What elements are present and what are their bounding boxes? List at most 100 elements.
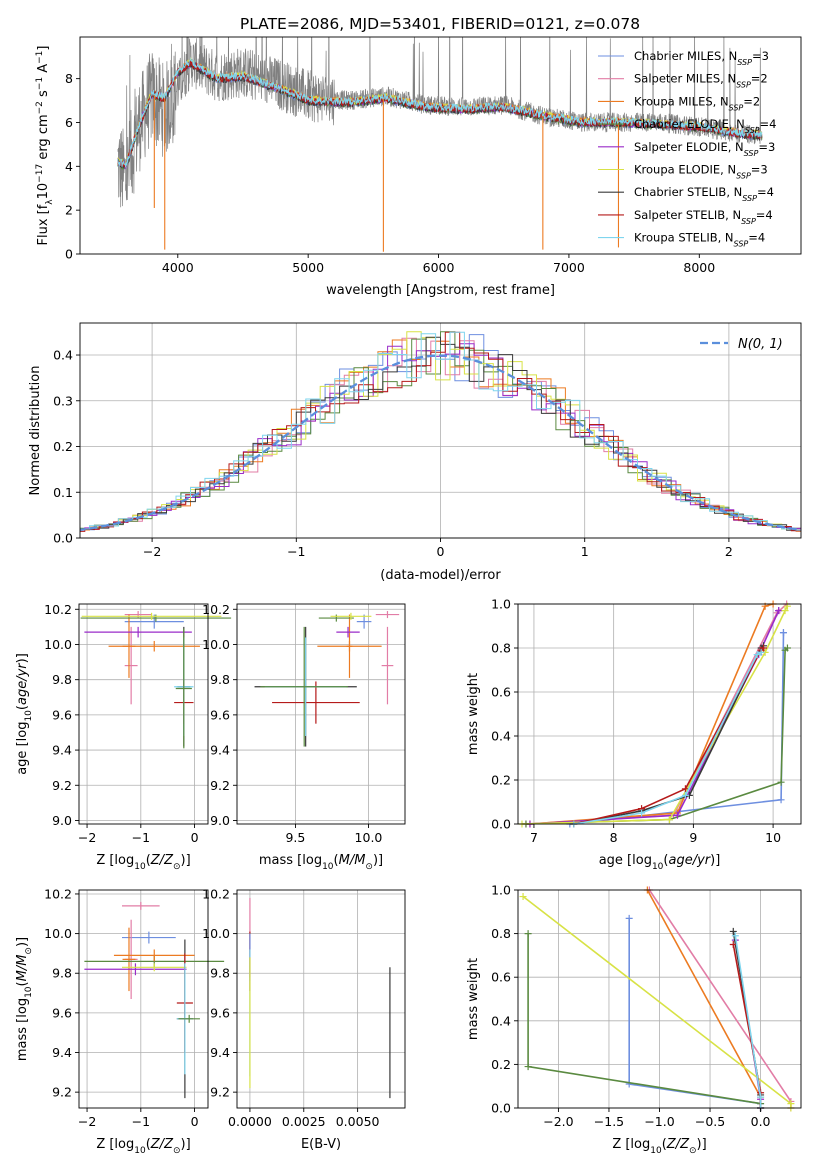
cumulative-weight-marker (781, 607, 789, 615)
cumulative-weight-marker (729, 941, 737, 948)
y-tick-label: 9.6 (52, 707, 72, 722)
x-tick-label: −1.5 (594, 1114, 624, 1129)
label-part: age [log (15, 722, 30, 775)
label-part: Z/Z (150, 1137, 174, 1152)
label-part: ⊙ (365, 862, 373, 872)
legend-label-sub: SSP (741, 216, 756, 225)
y-tick-label: 9.4 (52, 743, 72, 758)
x-tick-label: 0.0050 (336, 1114, 380, 1129)
x-tick-label: −1.0 (644, 1114, 674, 1129)
cumulative-weight-marker (681, 791, 689, 799)
legend-label-count: =3 (751, 163, 768, 177)
y-tick-label: 9.6 (210, 1005, 230, 1020)
label-part: mass [log (259, 853, 322, 868)
y-tick-label: 8 (65, 71, 73, 86)
label-part: ⊙ (24, 947, 34, 955)
y-tick-label: 0.4 (491, 729, 511, 744)
legend-label-sub: SSP (729, 103, 744, 112)
label-part: 10 (322, 862, 334, 872)
y-tick-label: 1.0 (491, 597, 511, 612)
legend-label: Kroupa STELIB, NSSP=4 (634, 231, 765, 249)
label-part: −1 (35, 51, 45, 64)
label-part: )] (373, 853, 383, 868)
legend-label: Kroupa ELODIE, NSSP=3 (634, 163, 768, 181)
y-tick-label: 9.4 (52, 1045, 72, 1060)
legend-label-name: Kroupa STELIB, N (634, 231, 734, 245)
y-tick-label: 0.2 (491, 1057, 511, 1072)
y-tick-label: 9.8 (52, 966, 72, 981)
x-tick-label: 7 (530, 830, 538, 845)
legend-label-name: Salpeter ELODIE, N (634, 140, 744, 154)
y-tick-label: 9.8 (210, 966, 230, 981)
cumulative-weight-marker (729, 927, 737, 935)
cumulative-weight-marker (779, 629, 787, 637)
legend-label-sub: SSP (736, 171, 751, 180)
label-part: age/yr (668, 853, 711, 868)
spectrum-panel: 4000 5000 6000 7000 8000 0 2 4 6 8 wavelength [Ang… (35, 36, 802, 298)
y-tick-label: 9.2 (210, 1085, 230, 1100)
x-tick-label: 4000 (162, 260, 194, 275)
cumulative-weight-marker (777, 796, 785, 804)
cumulative-weight-marker (665, 816, 673, 824)
label-part: s (36, 90, 51, 101)
axes-frame (78, 603, 209, 825)
cumulative-weight-marker (760, 644, 768, 652)
label-part: Z/Z (666, 1137, 690, 1152)
x-axis-label: Z [log10(Z/Z⊙)] (612, 1137, 706, 1156)
y-tick-label: 0.0 (53, 531, 73, 546)
figure-title: PLATE=2086, MJD=53401, FIBERID=0121, z=0… (240, 15, 640, 33)
y-tick-label: 9.6 (52, 1005, 72, 1020)
label-part: Flux [f (36, 204, 51, 245)
y-tick-label: 6 (65, 115, 73, 130)
label-part: −2 (35, 101, 45, 114)
x-tick-label: 9 (689, 830, 697, 845)
legend-label-name: Salpeter MILES, N (634, 72, 736, 86)
x-tick-label: 5000 (292, 260, 324, 275)
legend-gaussian-label: N(0, 1) (738, 337, 783, 352)
legend-label: Chabrier STELIB, NSSP=4 (634, 185, 774, 203)
axes-frame (236, 603, 406, 825)
label-part: 10 (650, 1146, 662, 1156)
x-tick-label: −2 (78, 1114, 96, 1129)
y-tick-label: 9.6 (210, 707, 230, 722)
y-tick-label: 9.8 (52, 672, 72, 687)
age_vs_mass-panel: 9.5 10.0 9.0 9.2 9.4 9.6 9.8 10.0 10.2 mass [log1… (202, 602, 406, 872)
cumulative-weight-marker (783, 644, 791, 652)
gaussian-curve (80, 354, 801, 532)
cumulative-weight-marker (524, 930, 532, 938)
label-part: Z [log (612, 1137, 650, 1152)
y-tick-label: 0.0 (491, 1101, 511, 1116)
cumulative-weight-marker (775, 607, 783, 615)
x-tick-label: 10 (765, 830, 781, 845)
label-part: ( (662, 1137, 667, 1152)
y-tick-label: 9.0 (210, 813, 230, 828)
legend-label: Chabrier MILES, NSSP=3 (634, 49, 769, 67)
y-tick-label: 0.8 (491, 926, 511, 941)
cumulative-weight-marker (524, 1063, 532, 1071)
y-tick-label: 10.2 (202, 886, 230, 901)
cumulative-weight-marker (753, 651, 761, 659)
cumulative-weight-marker (625, 914, 633, 922)
y-axis-label: age [log10(age/yr)] (15, 653, 34, 775)
legend-label: Salpeter ELODIE, NSSP=3 (634, 140, 775, 158)
x-tick-label: −0.5 (695, 1114, 725, 1129)
y-tick-label: 0.2 (491, 773, 511, 788)
label-part: ( (15, 981, 30, 986)
label-part: 10 (134, 1146, 146, 1156)
x-axis-label: age [log10(age/yr)] (599, 853, 721, 872)
label-part: ( (146, 853, 151, 868)
legend-label-count: =2 (743, 94, 760, 108)
axes-frame (78, 889, 209, 1109)
y-tick-label: 10.0 (202, 926, 230, 941)
x-axis-label: wavelength [Angstrom, rest frame] (326, 283, 555, 298)
cumulative-weight-marker (519, 893, 527, 901)
y-tick-label: 9.2 (52, 1085, 72, 1100)
y-tick-label: 0.8 (491, 641, 511, 656)
y-tick-label: 9.0 (52, 813, 72, 828)
y-tick-label: 10.0 (44, 637, 72, 652)
label-part: )] (710, 853, 720, 868)
legend-label-count: =3 (752, 49, 769, 63)
x-tick-label: −1 (132, 830, 150, 845)
